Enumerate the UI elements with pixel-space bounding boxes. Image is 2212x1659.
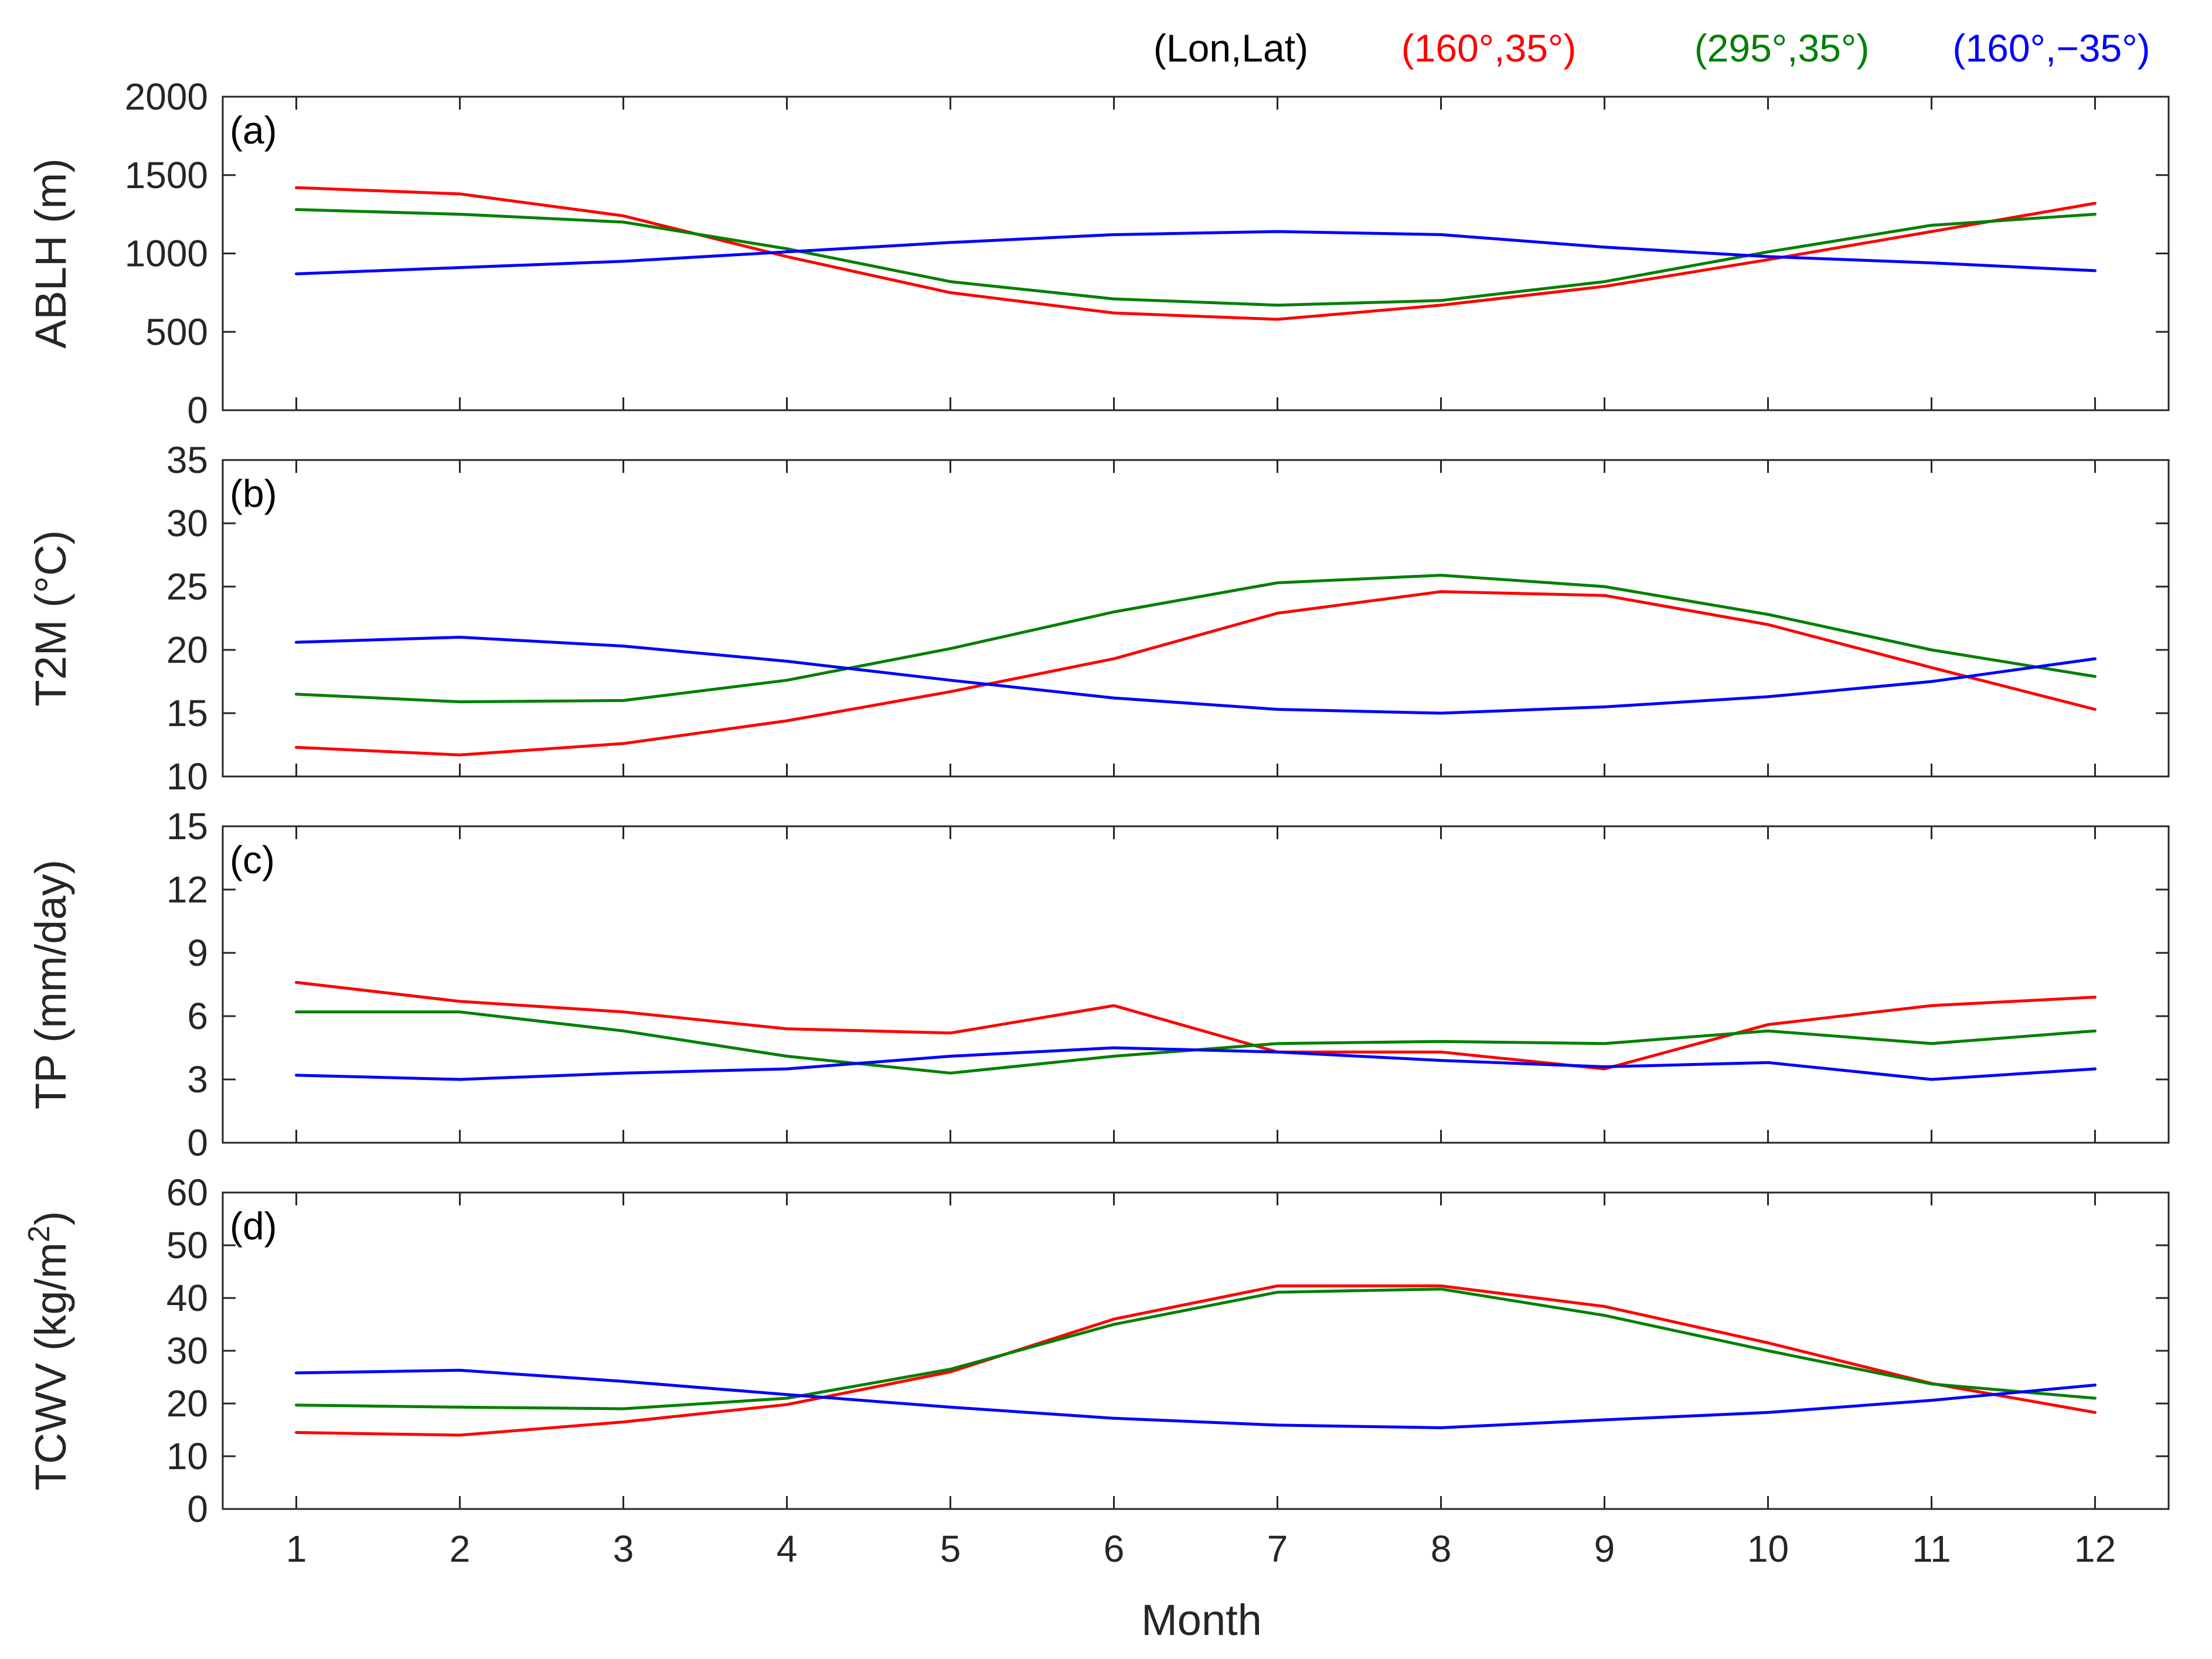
legend-entry-blue: (160°,−35°) bbox=[1952, 26, 2150, 70]
y-tick-label-d-1: 10 bbox=[166, 1435, 208, 1477]
y-axis-label-b: T2M (°C) bbox=[26, 530, 75, 707]
x-axis-label: Month bbox=[1141, 1596, 1262, 1644]
series-line-c-2 bbox=[295, 1046, 2097, 1081]
y-tick-label-d-2: 20 bbox=[166, 1382, 208, 1425]
y-tick-label-a-4: 2000 bbox=[125, 76, 208, 118]
axes-frame-b bbox=[222, 459, 2170, 778]
y-tick-label-a-1: 500 bbox=[145, 311, 208, 353]
panel-label-c: (c) bbox=[230, 838, 275, 881]
panel-label-a: (a) bbox=[230, 108, 277, 152]
panel-label-b: (b) bbox=[230, 472, 277, 515]
panel-label-d: (d) bbox=[230, 1204, 277, 1248]
series-line-c-0 bbox=[295, 980, 2097, 1071]
y-tick-label-c-0: 0 bbox=[187, 1122, 208, 1164]
y-tick-label-a-2: 1000 bbox=[125, 233, 208, 275]
y-tick-label-b-0: 10 bbox=[166, 755, 208, 798]
x-tick-label-8: 9 bbox=[1594, 1528, 1615, 1570]
y-tick-label-d-0: 0 bbox=[187, 1488, 208, 1530]
y-tick-label-c-4: 12 bbox=[166, 868, 208, 911]
y-tick-label-c-5: 15 bbox=[166, 805, 208, 847]
series-line-a-1 bbox=[295, 208, 2097, 307]
y-tick-label-b-4: 30 bbox=[166, 502, 208, 544]
series-line-b-0 bbox=[295, 590, 2097, 757]
x-tick-label-1: 2 bbox=[450, 1528, 471, 1570]
x-tick-label-0: 1 bbox=[286, 1528, 307, 1570]
y-tick-label-c-1: 3 bbox=[187, 1058, 208, 1101]
y-tick-label-d-3: 30 bbox=[166, 1330, 208, 1372]
series-line-d-0 bbox=[295, 1284, 2097, 1437]
y-tick-label-c-2: 6 bbox=[187, 995, 208, 1037]
legend: (Lon,Lat) (160°,35°) (295°,35°) (160°,−3… bbox=[1153, 26, 2150, 70]
panel-a: 0 500 1000 1500 2000 (a) ABLH (m) bbox=[26, 76, 2170, 431]
y-tick-label-d-6: 60 bbox=[166, 1171, 208, 1214]
panel-c: 0 3 6 9 12 15 (c) TP (mm/day) bbox=[26, 805, 2170, 1164]
series-line-d-2 bbox=[295, 1368, 2097, 1429]
x-tick-label-7: 8 bbox=[1431, 1528, 1452, 1570]
x-tick-label-3: 4 bbox=[777, 1528, 798, 1570]
y-tick-label-d-4: 40 bbox=[166, 1277, 208, 1319]
legend-entry-red: (160°,35°) bbox=[1401, 26, 1577, 70]
x-tick-label-6: 7 bbox=[1267, 1528, 1288, 1570]
legend-entry-green: (295°,35°) bbox=[1694, 26, 1870, 70]
y-axis-label-c: TP (mm/day) bbox=[26, 860, 75, 1109]
y-tick-label-b-5: 35 bbox=[166, 439, 208, 481]
y-tick-label-a-3: 1500 bbox=[125, 154, 208, 196]
x-tick-label-5: 6 bbox=[1104, 1528, 1125, 1570]
legend-title: (Lon,Lat) bbox=[1153, 26, 1308, 70]
series-line-b-1 bbox=[295, 574, 2097, 704]
y-tick-label-c-3: 9 bbox=[187, 932, 208, 974]
y-tick-label-d-5: 50 bbox=[166, 1224, 208, 1266]
x-tick-label-10: 11 bbox=[1912, 1528, 1951, 1570]
series-line-a-0 bbox=[295, 186, 2097, 321]
x-tick-label-4: 5 bbox=[940, 1528, 961, 1570]
series-line-d-1 bbox=[295, 1287, 2097, 1411]
x-tick-label-11: 12 bbox=[2074, 1528, 2116, 1570]
y-axis-label-a: ABLH (m) bbox=[26, 158, 75, 349]
series-line-a-2 bbox=[295, 230, 2097, 275]
axes-frame-c bbox=[222, 825, 2170, 1144]
series-line-b-2 bbox=[295, 635, 2097, 715]
y-tick-label-a-0: 0 bbox=[187, 389, 208, 431]
y-tick-label-b-2: 20 bbox=[166, 629, 208, 671]
x-tick-label-2: 3 bbox=[613, 1528, 634, 1570]
y-tick-label-b-3: 25 bbox=[166, 566, 208, 608]
x-tick-label-9: 10 bbox=[1747, 1528, 1789, 1570]
y-axis-label-d: TCWV (kg/m2) bbox=[22, 1211, 75, 1491]
panel-b: 10 15 20 25 30 35 (b) T2M (°C) bbox=[26, 439, 2170, 798]
y-tick-label-b-1: 15 bbox=[166, 692, 208, 734]
